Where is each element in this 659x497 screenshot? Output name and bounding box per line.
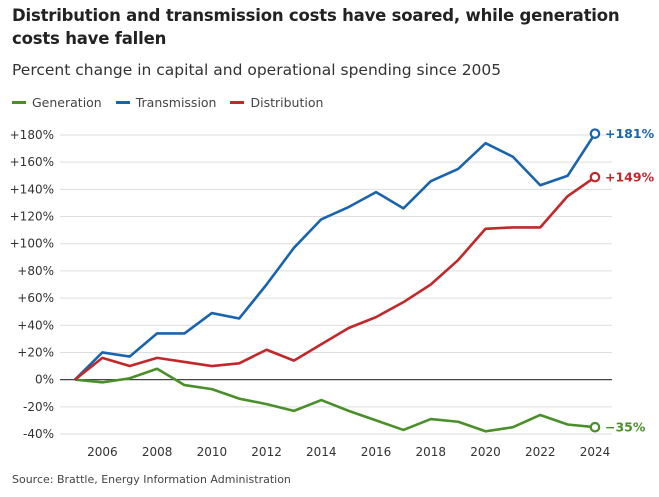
y-tick-label: +120%: [10, 210, 54, 224]
y-tick-label: +140%: [10, 182, 54, 196]
legend-item-distribution: Distribution: [230, 95, 323, 110]
series-line-generation: [74, 367, 596, 433]
legend-swatch: [115, 101, 130, 104]
y-tick-label: -20%: [23, 400, 54, 414]
y-tick-label: +160%: [10, 155, 54, 169]
legend-label: Transmission: [135, 95, 217, 110]
end-point-marker: [589, 421, 601, 433]
legend: Generation Transmission Distribution: [12, 95, 323, 110]
legend-swatch: [230, 101, 245, 104]
x-tick-label: 2010: [197, 445, 228, 459]
series-line-transmission: [74, 132, 597, 381]
legend-item-generation: Generation: [12, 95, 102, 110]
x-tick-label: 2024: [580, 445, 611, 459]
x-tick-label: 2014: [306, 445, 337, 459]
end-value-label: −35%: [605, 420, 646, 435]
source-note: Source: Brattle, Energy Information Admi…: [12, 473, 291, 486]
x-tick-label: 2020: [470, 445, 501, 459]
end-point-marker: [589, 128, 601, 139]
chart-subtitle: Percent change in capital and operationa…: [12, 61, 502, 79]
y-tick-label: +60%: [17, 291, 54, 305]
legend-label: Generation: [32, 95, 102, 110]
x-tick-label: 2012: [251, 445, 282, 459]
y-tick-label: +20%: [17, 345, 54, 359]
legend-label: Distribution: [250, 95, 324, 110]
legend-item-transmission: Transmission: [115, 95, 217, 110]
x-tick-label: 2006: [87, 445, 118, 459]
x-tick-label: 2008: [142, 445, 173, 459]
y-tick-label: +180%: [10, 128, 54, 142]
end-point-marker: [589, 171, 601, 183]
end-value-label: +149%: [605, 170, 655, 185]
y-tick-label: 0%: [35, 373, 54, 387]
legend-swatch: [12, 101, 26, 104]
series-line-distribution: [74, 176, 596, 381]
x-tick-label: 2018: [416, 445, 447, 459]
y-tick-label: +80%: [17, 264, 54, 278]
end-value-label: +181%: [605, 126, 655, 141]
y-tick-label: +100%: [10, 237, 54, 251]
x-tick-label: 2016: [361, 445, 392, 459]
y-tick-label: +40%: [17, 318, 54, 332]
chart-title: Distribution and transmission costs have…: [12, 6, 620, 48]
x-tick-label: 2022: [525, 445, 556, 459]
y-tick-label: -40%: [23, 427, 54, 441]
